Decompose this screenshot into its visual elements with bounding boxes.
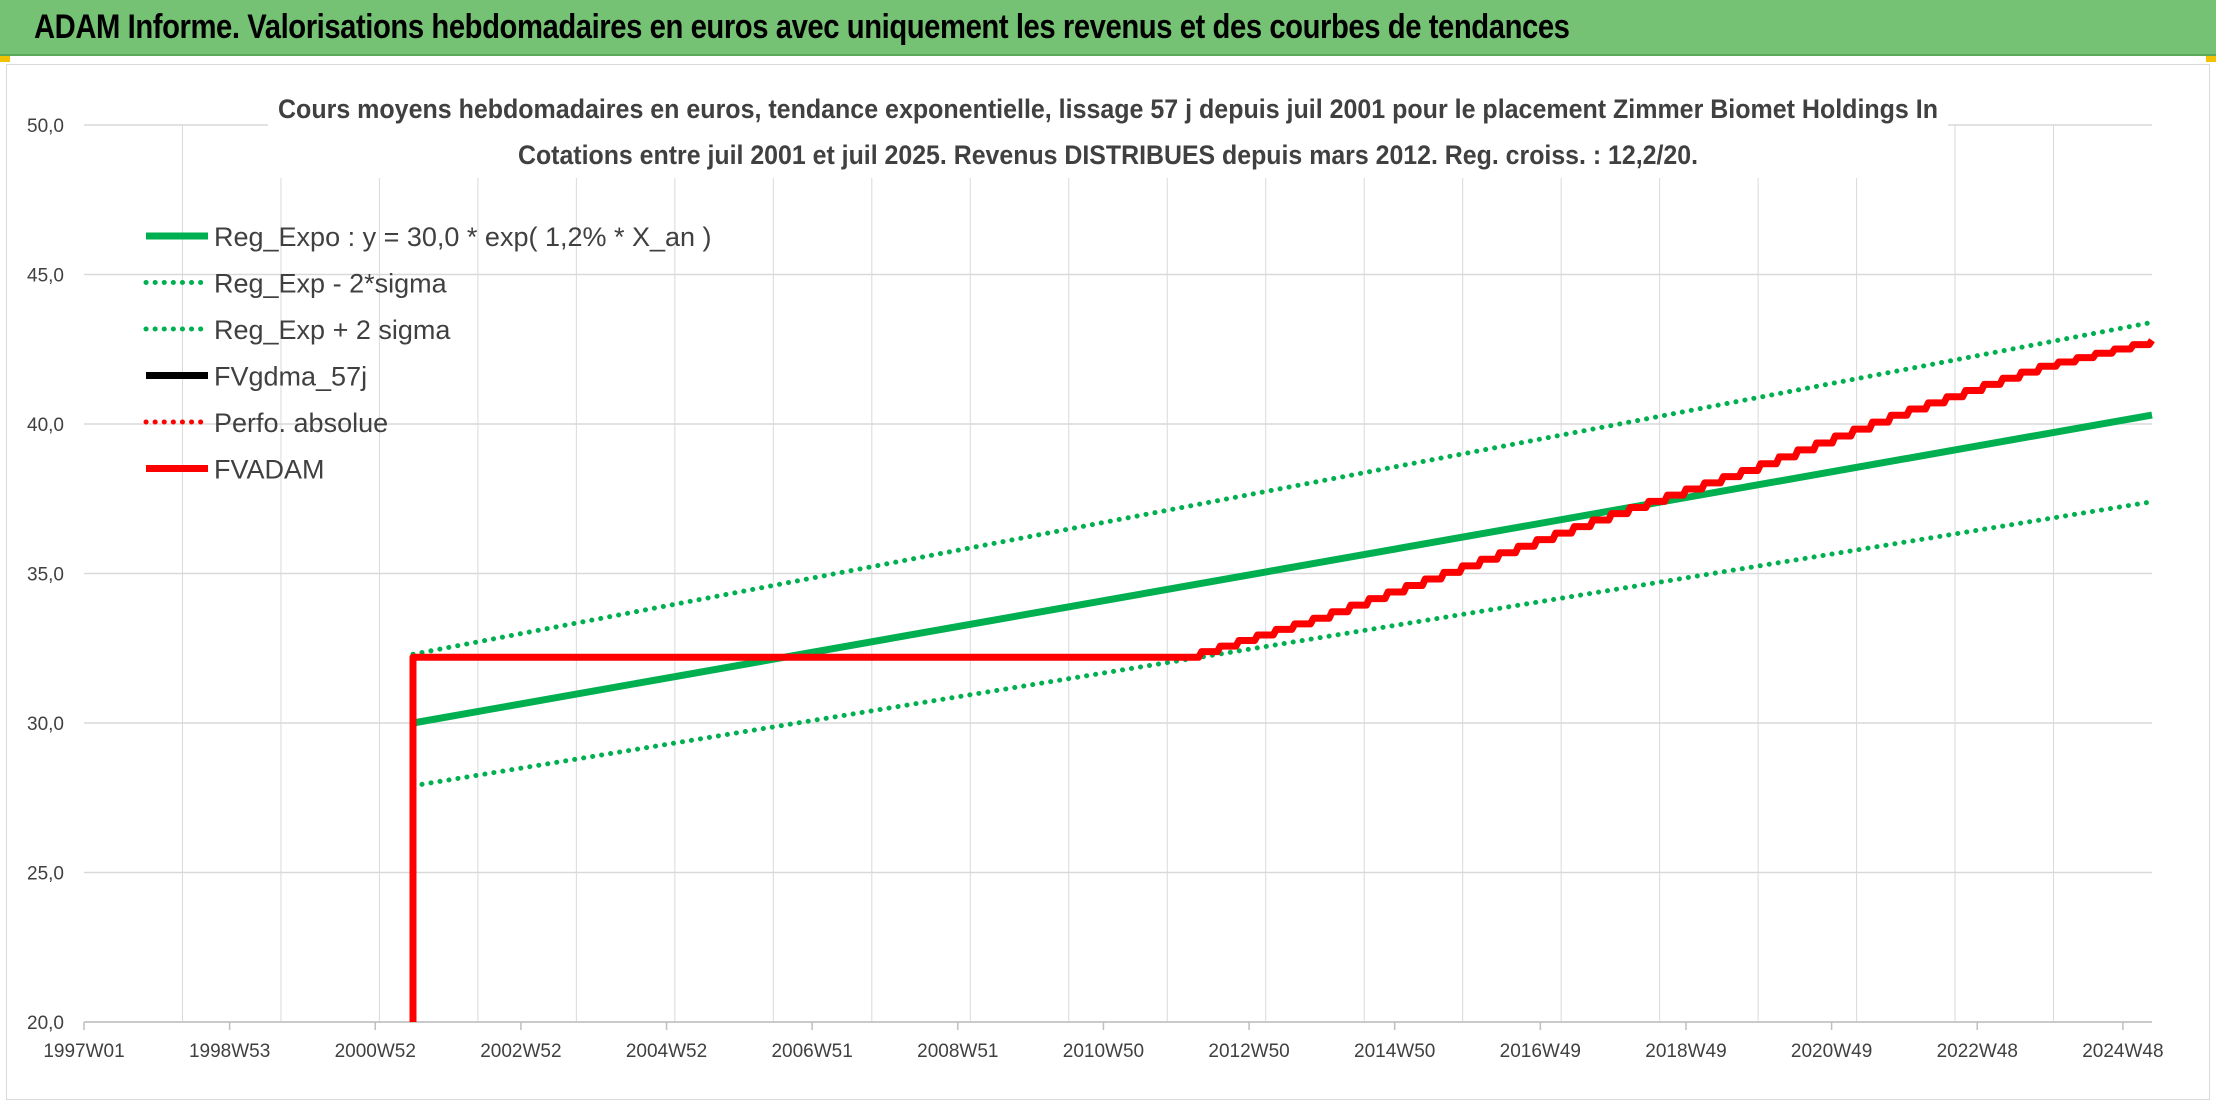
legend-label: Perfo. absolue bbox=[214, 408, 388, 438]
y-tick-label: 45,0 bbox=[27, 266, 64, 287]
chart-title-line-1: Cours moyens hebdomadaires en euros, ten… bbox=[278, 94, 1938, 124]
series-line bbox=[410, 499, 2155, 789]
x-tick-label: 2004W52 bbox=[626, 1041, 707, 1062]
x-tick-label: 2000W52 bbox=[335, 1041, 416, 1062]
chart-grid bbox=[84, 124, 2152, 1023]
x-tick-label: 2020W49 bbox=[1791, 1041, 1872, 1062]
series-layer bbox=[409, 319, 2155, 1022]
y-tick-label: 35,0 bbox=[27, 565, 64, 586]
y-tick-label: 20,0 bbox=[27, 1013, 64, 1034]
y-tick-label: 25,0 bbox=[27, 864, 64, 885]
x-tick-label: 2014W50 bbox=[1354, 1041, 1435, 1062]
x-tick-label: 2012W50 bbox=[1208, 1041, 1289, 1062]
x-tick-label: 2008W51 bbox=[917, 1041, 998, 1062]
y-tick-label: 40,0 bbox=[27, 415, 64, 436]
x-axis: 1997W01 1998W53 2000W52 2002W52 2004W52 2006W… bbox=[43, 1022, 2164, 1062]
title-background bbox=[268, 86, 1948, 178]
series-line bbox=[409, 338, 2155, 1022]
x-tick-label: 2018W49 bbox=[1645, 1041, 1726, 1062]
legend-label: FVADAM bbox=[214, 455, 325, 485]
x-tick-label: 2024W48 bbox=[2082, 1041, 2163, 1062]
corner-marker bbox=[0, 56, 10, 62]
x-tick-label: 2010W50 bbox=[1063, 1041, 1144, 1062]
legend-label: Reg_Exp - 2*sigma bbox=[214, 269, 448, 299]
report-title: ADAM Informe. Valorisations hebdomadaire… bbox=[34, 8, 1570, 46]
x-tick-label: 2006W51 bbox=[771, 1041, 852, 1062]
corner-marker bbox=[2206, 56, 2216, 62]
legend-label: FVgdma_57j bbox=[214, 362, 367, 392]
chart-frame bbox=[6, 64, 2210, 1100]
y-tick-label: 50,0 bbox=[27, 116, 64, 137]
x-tick-label: 1997W01 bbox=[43, 1041, 124, 1062]
legend-label: Reg_Expo : y = 30,0 * exp( 1,2% * X_an ) bbox=[214, 222, 712, 252]
x-tick-label: 2002W52 bbox=[480, 1041, 561, 1062]
x-tick-label: 2022W48 bbox=[1937, 1041, 2018, 1062]
legend-label: Reg_Exp + 2 sigma bbox=[214, 315, 451, 345]
report-banner: ADAM Informe. Valorisations hebdomadaire… bbox=[0, 0, 2216, 56]
legend: Reg_Expo : y = 30,0 * exp( 1,2% * X_an )… bbox=[143, 222, 712, 485]
x-tick-label: 1998W53 bbox=[189, 1041, 270, 1062]
series-line bbox=[412, 411, 2153, 727]
series-line bbox=[410, 319, 2155, 657]
x-tick-label: 2016W49 bbox=[1500, 1041, 1581, 1062]
y-axis: 20,0 25,0 30,0 35,0 40,0 45,0 50,0 bbox=[27, 116, 64, 1034]
chart-title-line-2: Cotations entre juil 2001 et juil 2025. … bbox=[518, 140, 1698, 170]
y-tick-label: 30,0 bbox=[27, 714, 64, 735]
